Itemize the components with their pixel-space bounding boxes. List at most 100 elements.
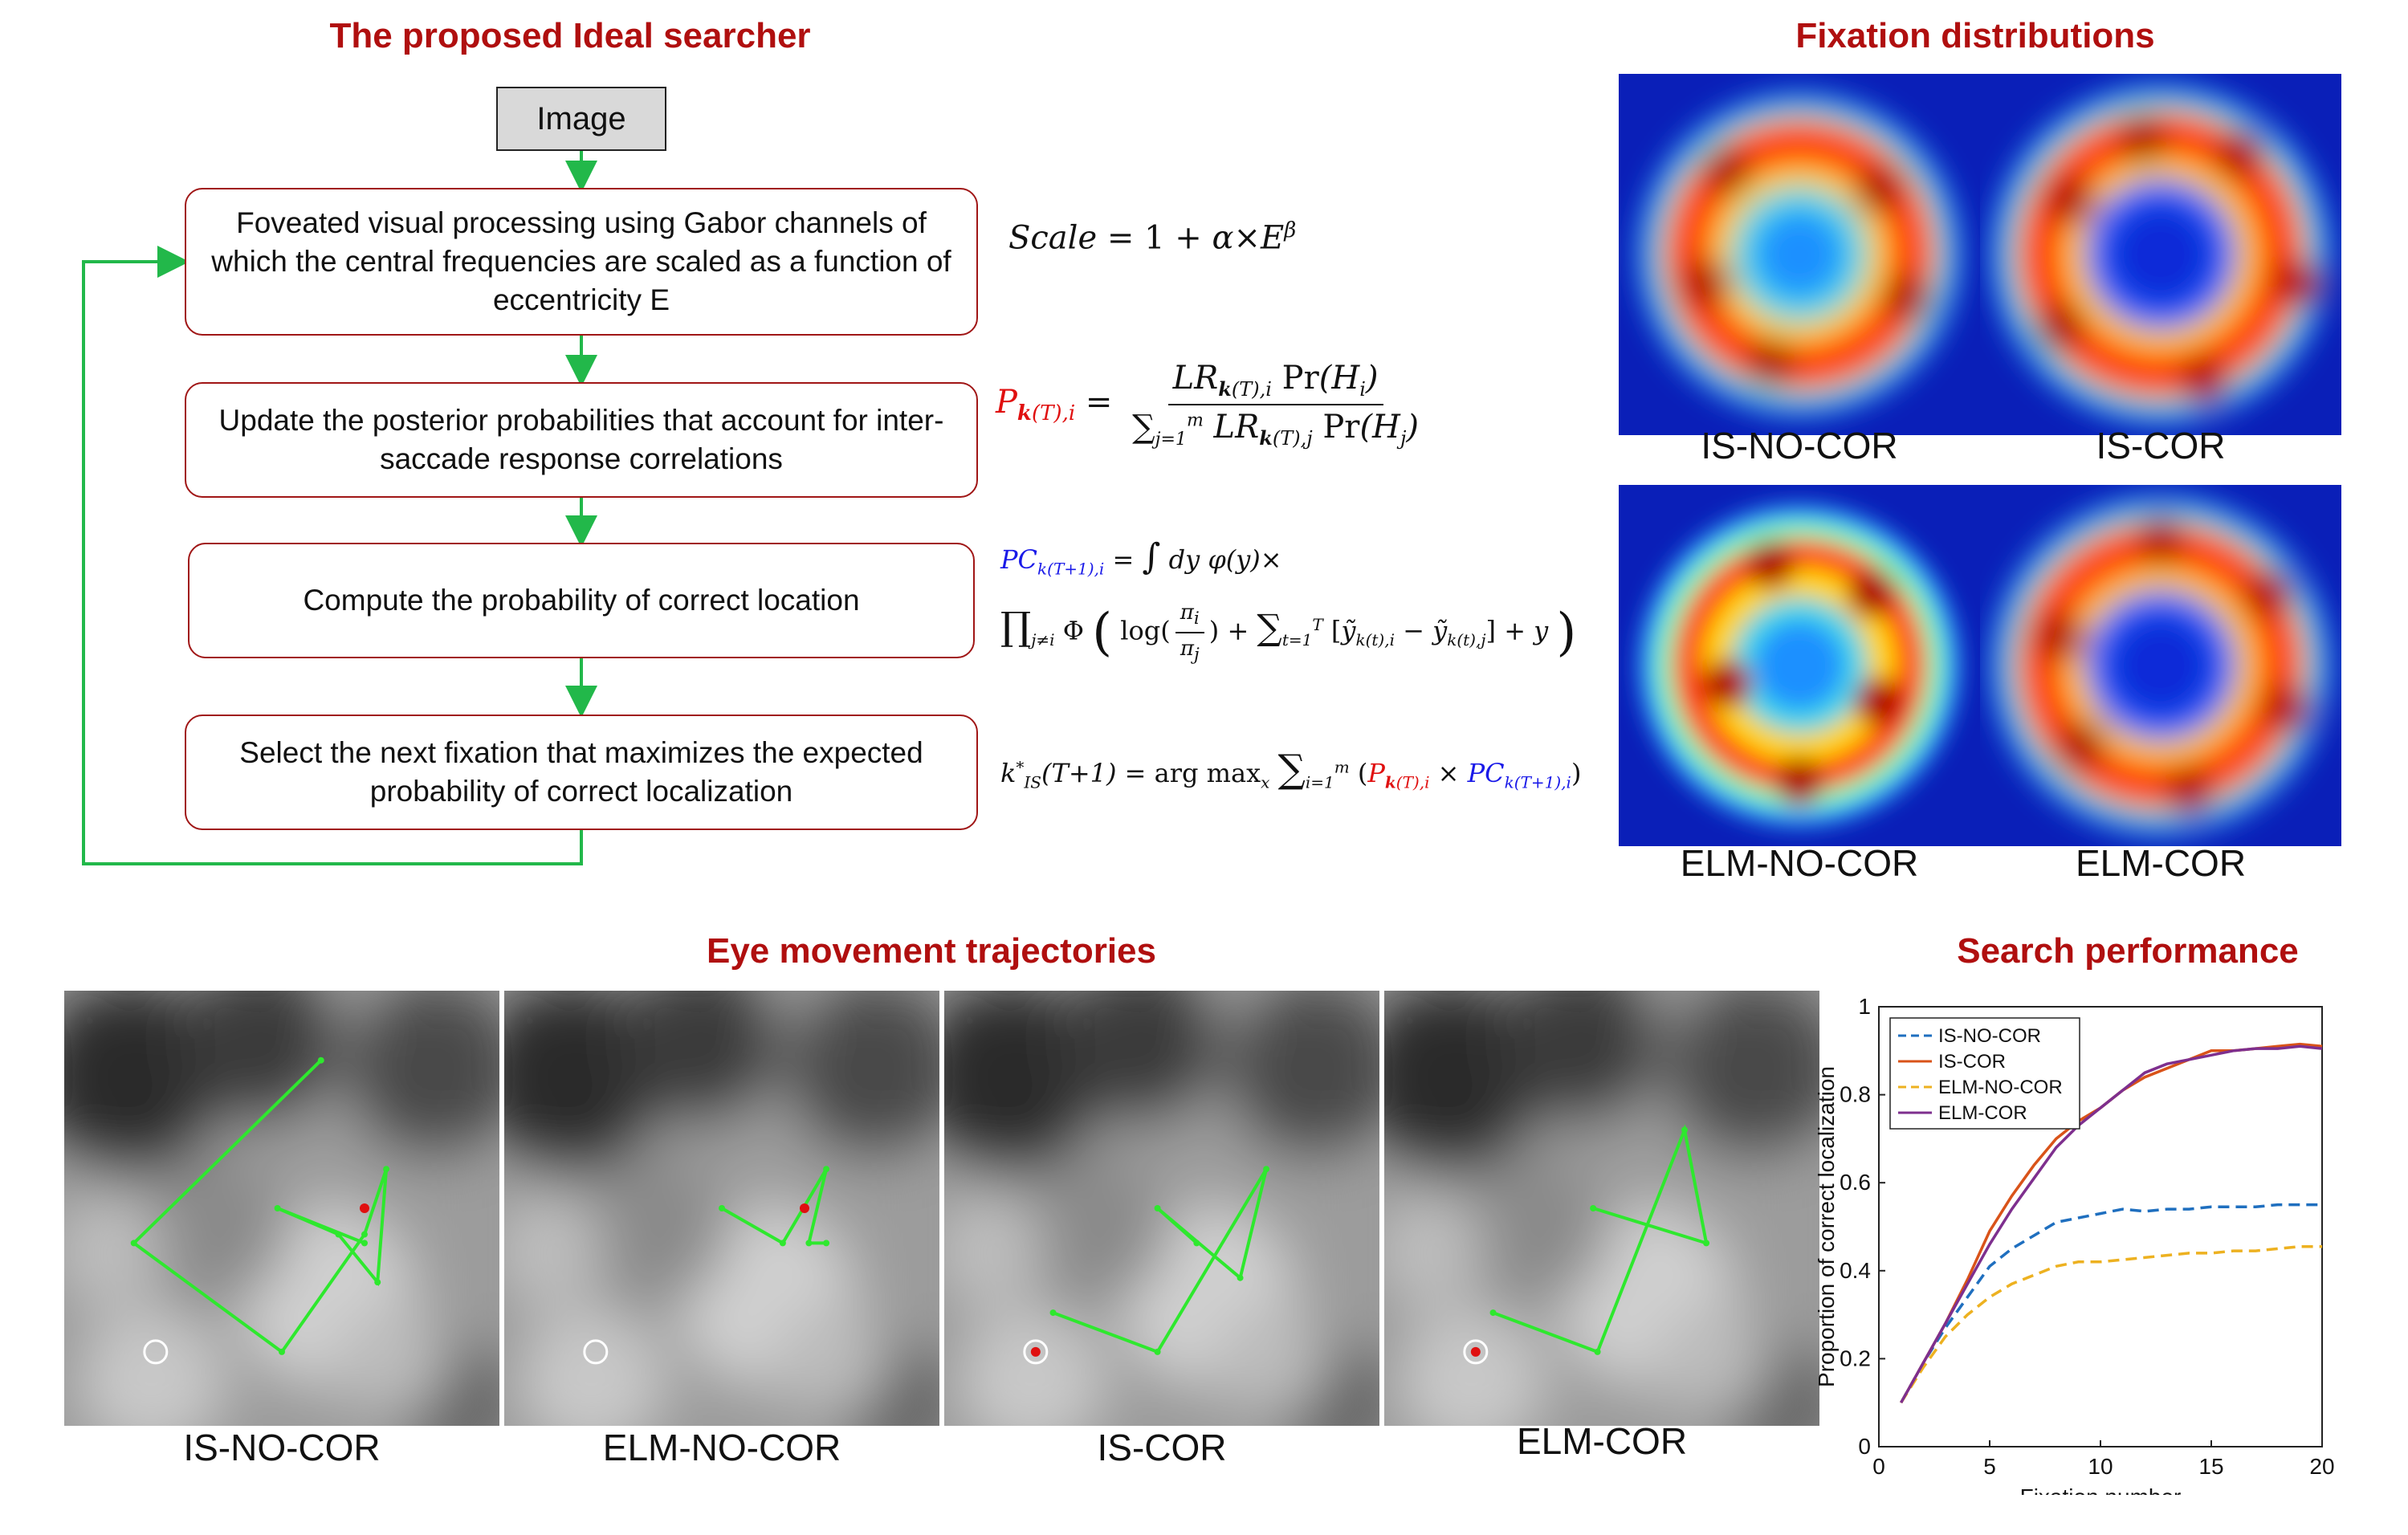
trajectory-panel-is-cor (944, 991, 1379, 1426)
noise-background (64, 991, 499, 1426)
heatmap-label-is-no-cor: IS-NO-COR (1701, 425, 1898, 466)
fixation-point (335, 1231, 342, 1238)
image-input-box: Image (496, 87, 666, 151)
fixation-point (317, 1057, 324, 1064)
heat-hotspot (2057, 721, 2105, 769)
heat-center (1755, 621, 1844, 710)
y-tick-label: 0 (1858, 1434, 1871, 1459)
fixation-point (361, 1240, 368, 1247)
fixation-point (1489, 1309, 1497, 1317)
heatmap-elm-no-cor (1619, 485, 1980, 846)
heatmap-is-no-cor (1619, 74, 1980, 435)
target-ring (583, 1339, 609, 1365)
y-tick-label: 0.4 (1840, 1258, 1871, 1283)
heat-center (2109, 613, 2213, 718)
search-performance-chart: 0 5 10 15 20 0 0.2 0.4 0.6 0.8 1 Fixation number Pro… (1815, 994, 2335, 1495)
fixation-point (1193, 1240, 1200, 1247)
fixation-point (823, 1240, 830, 1247)
heat-hotspot (1848, 569, 1896, 617)
trajectory-panel-elm-cor (1384, 991, 1819, 1426)
heat-hotspot (2263, 685, 2312, 733)
flowchart-title: The proposed Ideal searcher (329, 16, 811, 55)
heat-hotspot (2180, 356, 2228, 405)
final-fixation-dot (359, 1203, 369, 1213)
flow-step-update-posterior: Update the posterior probabilities that … (185, 382, 978, 498)
heat-hotspot (1855, 165, 1903, 214)
fixation-point (274, 1205, 281, 1211)
fixation-point (374, 1279, 381, 1286)
heatmap-label-elm-no-cor: ELM-NO-COR (1680, 842, 1919, 884)
heatmap-is-cor (1980, 74, 2341, 435)
flow-step-select-fixation: Select the next fixation that maximizes … (185, 715, 978, 830)
trajectory-panel-elm-no-cor (504, 991, 939, 1426)
fixation-point (1681, 1126, 1688, 1134)
flow-connectors (82, 151, 597, 865)
x-tick-label: 0 (1872, 1454, 1885, 1479)
equation-posterior: Pk(T),i = LRk(T),i Pr(Hi) ∑j=1m LRk(T),j… (996, 360, 1419, 450)
heat-hotspot (2166, 768, 2214, 816)
y-axis-label: Proportion of correct localization (1815, 1066, 1839, 1387)
fixation-point (1154, 1205, 1161, 1211)
search-performance-title: Search performance (1957, 931, 2299, 971)
target-ring (1463, 1339, 1489, 1365)
legend-label: IS-NO-COR (1938, 1025, 2041, 1047)
fixation-point (805, 1240, 813, 1247)
series-line-elm-no-cor (1900, 1244, 2322, 1404)
heat-hotspot (2118, 115, 2167, 163)
final-fixation-dot (1030, 1346, 1041, 1357)
fixation-point (279, 1348, 285, 1355)
loop-back-arrow (82, 246, 583, 865)
flow-step-compute-pc: Compute the probability of correct locat… (188, 543, 975, 658)
heatmap-label-elm-cor: ELM-COR (2075, 842, 2247, 884)
heat-hotspot (1884, 274, 1932, 322)
final-fixation-dot (799, 1203, 809, 1213)
heat-hotspot (1746, 540, 1795, 588)
x-axis-label: Fixation number (2020, 1484, 2182, 1495)
legend-box (1889, 1017, 2080, 1130)
trajectory-panel-is-no-cor (64, 991, 499, 1426)
fixation-point (383, 1166, 390, 1173)
y-tick-label: 0.2 (1840, 1346, 1871, 1370)
equation-pc-line1: PCk(T+1),i = ∫ dy φ(y)× (1000, 536, 1282, 579)
trajectory-label-is-cor: IS-COR (1097, 1427, 1227, 1468)
equation-scale: Scale = 1 + α×Eβ (1008, 218, 1297, 257)
heat-center (2109, 202, 2213, 307)
heat-hotspot (1681, 259, 1730, 307)
heatmap-label-is-cor: IS-COR (2096, 425, 2226, 466)
y-tick-label: 1 (1858, 994, 1871, 1019)
heat-hotspot (2046, 176, 2095, 225)
fixation-point (1703, 1240, 1710, 1247)
heatmap-elm-cor (1980, 485, 2341, 846)
heat-hotspot (2035, 303, 2084, 351)
fixation-point (1590, 1205, 1597, 1211)
heat-hotspot (1855, 678, 1903, 726)
legend-label: ELM-COR (1938, 1102, 2027, 1124)
heat-hotspot (2245, 569, 2293, 617)
trajectory-label-elm-cor: ELM-COR (1516, 1420, 1688, 1462)
heat-hotspot (1703, 147, 1751, 196)
fixation-point (1263, 1166, 1270, 1173)
equation-pc-line2: ∏j≠i Φ ( log(πi πj) + ∑t=1T [ỹk(t),i − ỹk… (1000, 601, 1577, 666)
saccade-path (1052, 1168, 1269, 1354)
target-ring (143, 1339, 169, 1365)
heat-ring-red (1663, 118, 1936, 391)
legend-label: IS-COR (1938, 1051, 2006, 1073)
fixation-point (719, 1205, 725, 1211)
chart-legend: IS-NO-COR IS-COR ELM-NO-COR ELM-COR (1889, 1017, 2080, 1130)
heat-hotspot (2035, 613, 2084, 661)
series-line-elm-cor (1900, 1044, 2323, 1404)
fixation-point (361, 1231, 368, 1238)
heat-center (1755, 210, 1844, 299)
trajectory-label-is-no-cor: IS-NO-COR (183, 1427, 381, 1468)
heat-hotspot (1746, 339, 1795, 387)
fixation-point (130, 1240, 137, 1247)
fixation-point (1237, 1274, 1244, 1281)
x-tick-label: 20 (2309, 1454, 2334, 1479)
trajectory-label-elm-no-cor: ELM-NO-COR (602, 1427, 841, 1468)
y-tick-label: 0.6 (1840, 1170, 1871, 1195)
fixation-point (1049, 1309, 1057, 1317)
heat-hotspot (2216, 129, 2264, 177)
y-tick-label: 0.8 (1840, 1082, 1871, 1107)
fixation-point (823, 1166, 830, 1173)
flow-step-foveated-processing: Foveated visual processing using Gabor c… (185, 188, 978, 336)
